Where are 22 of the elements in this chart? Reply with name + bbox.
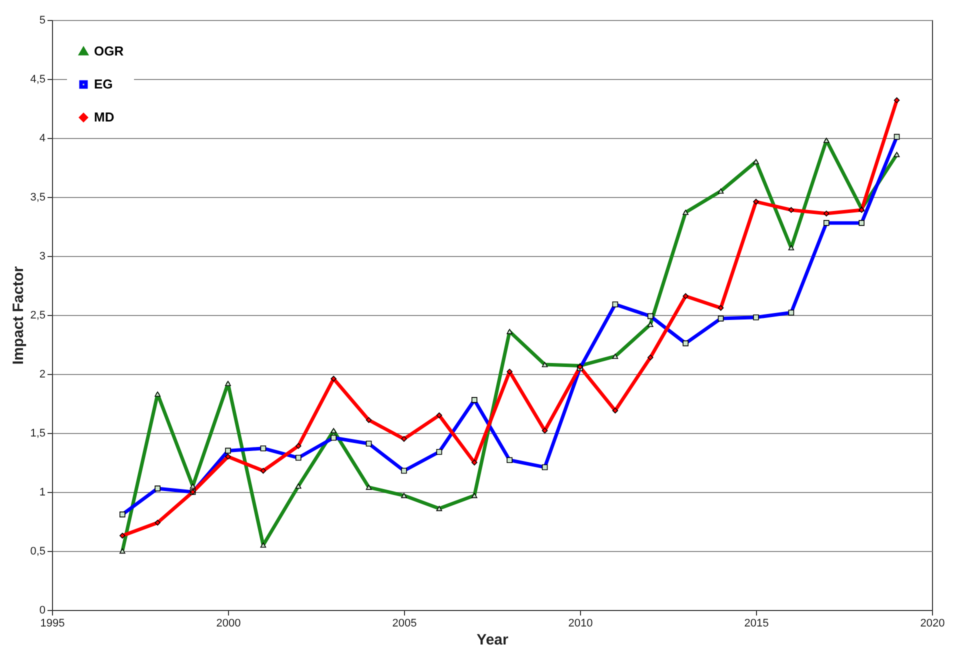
y-tick-label: 5 <box>39 14 46 26</box>
y-tick-label: 3,5 <box>30 192 46 204</box>
x-axis-title: Year <box>476 632 509 648</box>
legend-label: MD <box>94 110 114 124</box>
y-tick-label: 0 <box>39 604 46 616</box>
legend-label: OGR <box>94 44 124 58</box>
x-tick-label: 2000 <box>216 618 241 630</box>
legend-label: EG <box>94 76 113 92</box>
x-tick-label: 2015 <box>744 618 769 630</box>
y-tick-label: 0,5 <box>30 546 46 558</box>
x-tick-label: 2020 <box>920 618 945 630</box>
x-tick-label: 2010 <box>568 618 593 630</box>
y-tick-label: 1,5 <box>30 428 46 440</box>
y-tick-label: 1 <box>39 486 46 498</box>
y-tick-label: 4 <box>39 132 46 144</box>
y-tick-label: 4,5 <box>30 74 46 86</box>
y-tick-label: 3 <box>39 250 46 262</box>
y-tick-label: 2 <box>39 368 46 380</box>
x-tick-label: 1995 <box>40 618 65 630</box>
x-tick-label: 2005 <box>392 618 417 630</box>
y-tick-label: 2,5 <box>30 310 46 322</box>
y-axis-title: Impact Factor <box>10 266 28 365</box>
